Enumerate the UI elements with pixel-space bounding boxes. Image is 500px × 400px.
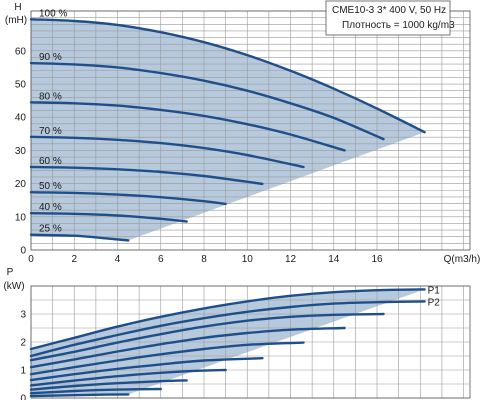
power-curve-9: [29, 387, 162, 395]
head-y-tick-30: 30: [15, 146, 27, 157]
head-x-tick-12: 12: [285, 254, 297, 265]
head-curve-50: [29, 191, 227, 206]
power-y-axis-unit: (kW): [3, 281, 24, 292]
power-curve-4: [29, 326, 346, 369]
head-operating-region: [31, 19, 425, 241]
head-x-tick-6: 6: [158, 254, 164, 265]
info-box: CME10-3 3* 400 V, 50 Hz Плотность = 1000…: [325, 0, 455, 36]
head-x-tick-0: 0: [28, 254, 34, 265]
pump-model-text: CME10-3 3* 400 V, 50 Hz: [332, 5, 446, 16]
power-y-tick-2: 2: [20, 338, 26, 349]
power-curve-label-p2: P2: [428, 297, 441, 308]
head-curve-25: [29, 233, 130, 242]
head-y-tick-10: 10: [15, 212, 27, 223]
head-curve-label-60: 60 %: [39, 156, 62, 167]
head-curve-70: [29, 135, 305, 169]
head-curve-90: [29, 61, 385, 141]
power-curve-8: [29, 379, 188, 391]
power-y-tick-0: 0: [20, 394, 26, 400]
head-curve-60: [29, 165, 264, 186]
head-y-tick-0: 0: [20, 246, 26, 257]
head-x-tick-16: 16: [371, 254, 383, 265]
head-curve-40: [29, 212, 188, 223]
head-x-tick-14: 14: [328, 254, 340, 265]
power-y-axis-label: P: [7, 267, 14, 278]
head-x-tick-10: 10: [242, 254, 254, 265]
head-curve-80: [29, 101, 346, 152]
power-curve-p1: [29, 288, 426, 351]
head-y-axis-unit: (mH): [5, 15, 27, 26]
head-curve-label-80: 80 %: [39, 91, 62, 102]
power-y-tick-3: 3: [20, 310, 26, 321]
power-curve-7: [29, 368, 227, 387]
power-plot-frame: [30, 285, 471, 399]
head-y-tick-60: 60: [15, 46, 27, 57]
head-chart: 100 % 90 % 80 % 70 % 60 % 50 % 40 % 25 % 0 2 4 6 8 10…: [5, 2, 480, 265]
power-curve-p2: [29, 300, 426, 358]
head-x-tick-8: 8: [201, 254, 207, 265]
power-curve-10: [29, 393, 130, 398]
head-x-tick-4: 4: [115, 254, 121, 265]
head-curve-label-90: 90 %: [39, 52, 62, 63]
head-curve-label-100: 100 %: [39, 8, 67, 19]
head-y-axis-label: H: [14, 2, 21, 13]
head-y-tick-40: 40: [15, 113, 27, 124]
head-plot-frame: [30, 10, 471, 251]
head-curve-label-25: 25 %: [39, 224, 62, 235]
head-curve-label-50: 50 %: [39, 181, 62, 192]
power-y-tick-1: 1: [20, 366, 26, 377]
power-curve-3: [29, 312, 385, 362]
power-curve-5: [29, 341, 305, 376]
head-x-tick-2: 2: [71, 254, 77, 265]
head-curve-label-40: 40 %: [39, 202, 62, 213]
head-y-tick-20: 20: [15, 179, 27, 190]
head-curve-label-70: 70 %: [39, 126, 62, 137]
power-curve-label-p1: P1: [428, 285, 441, 296]
head-y-tick-50: 50: [15, 80, 27, 91]
info-box-frame: [325, 0, 451, 36]
head-curve-100: [29, 18, 426, 134]
head-x-axis-label: Q(m3/h): [444, 254, 481, 265]
power-curve-6: [29, 357, 264, 382]
head-grid: [30, 10, 470, 251]
density-text: Плотность = 1000 kg/m3: [342, 20, 455, 31]
